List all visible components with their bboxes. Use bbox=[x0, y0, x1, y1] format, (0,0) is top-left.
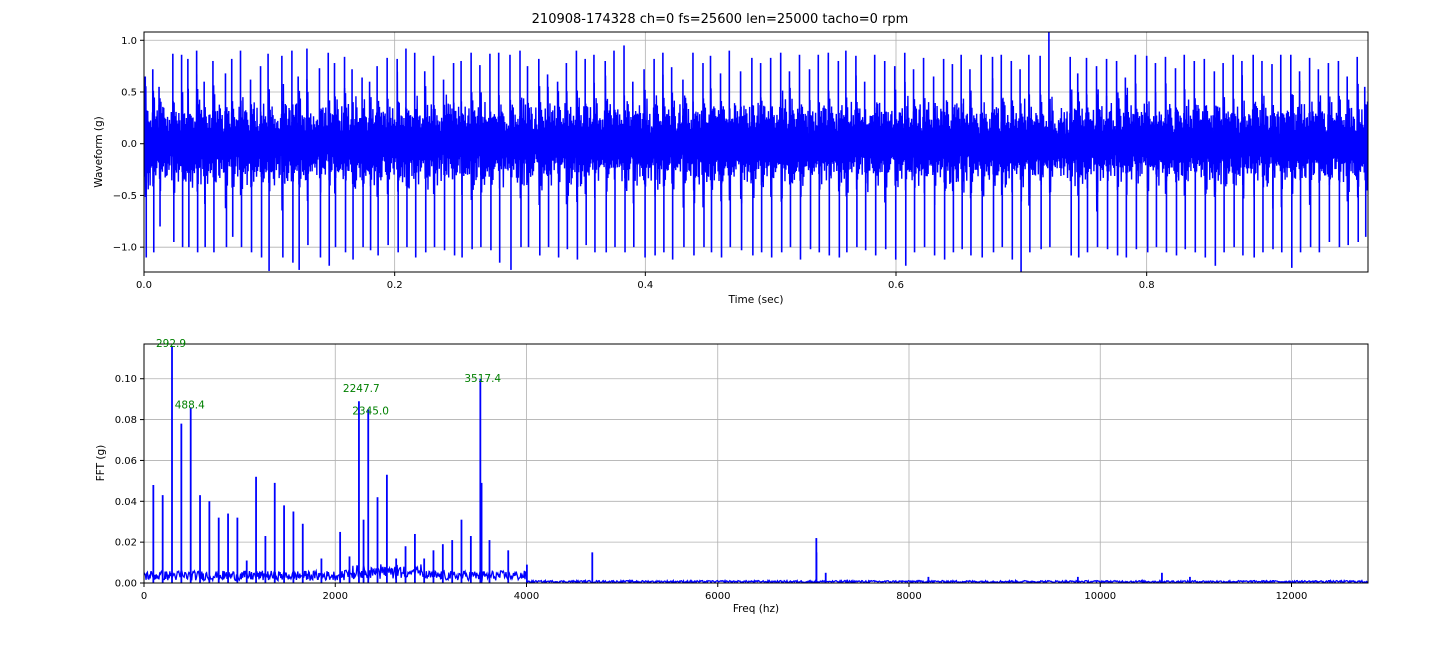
x-tick-label: 10000 bbox=[1084, 591, 1116, 602]
fft-frame bbox=[143, 343, 1369, 584]
fft-ticks: 0 2000 4000 6000 8000 10000 12000 0.00 0.02 0.04 0… bbox=[115, 374, 1308, 602]
x-tick-label: 2000 bbox=[323, 591, 348, 602]
fft-annotations: 292.9 488.4 2247.7 2345.0 3517.4 bbox=[156, 338, 501, 417]
y-tick-label: 0.00 bbox=[115, 579, 137, 590]
x-tick-label: 0.6 bbox=[888, 280, 904, 291]
waveform-line bbox=[144, 71, 1368, 212]
x-tick-label: 4000 bbox=[514, 591, 539, 602]
y-tick-label: 1.0 bbox=[121, 36, 137, 47]
y-tick-label: 0.06 bbox=[115, 456, 137, 467]
x-tick-label: 12000 bbox=[1276, 591, 1308, 602]
waveform-axes: 0.0 0.2 0.4 0.6 0.8 1.0 0.5 0.0 −0.5 −1.0 Time (s… bbox=[93, 31, 1369, 306]
fft-peak-annotation: 488.4 bbox=[175, 399, 205, 411]
fft-peak-annotation: 2345.0 bbox=[352, 405, 389, 417]
x-tick-label: 0.8 bbox=[1139, 280, 1155, 291]
x-tick-label: 8000 bbox=[896, 591, 921, 602]
fft-peak-annotation: 3517.4 bbox=[464, 373, 501, 385]
figure-title: 210908-174328 ch=0 fs=25600 len=25000 ta… bbox=[532, 12, 909, 27]
x-tick-label: 0.0 bbox=[136, 280, 152, 291]
waveform-xlabel: Time (sec) bbox=[728, 294, 784, 306]
y-tick-label: 0.04 bbox=[115, 497, 137, 508]
fft-noise-line bbox=[144, 564, 1368, 583]
waveform-ticks: 0.0 0.2 0.4 0.6 0.8 1.0 0.5 0.0 −0.5 −1.0 bbox=[113, 36, 1155, 291]
fft-peak-annotation: 2247.7 bbox=[343, 383, 380, 395]
fft-series bbox=[144, 346, 1368, 583]
fft-peak-annotation: 292.9 bbox=[156, 338, 186, 350]
waveform-ylabel: Waveform (g) bbox=[93, 116, 105, 188]
y-tick-label: 0.10 bbox=[115, 374, 137, 385]
x-tick-label: 0.4 bbox=[637, 280, 653, 291]
fft-xlabel: Freq (hz) bbox=[733, 603, 779, 615]
y-tick-label: 0.08 bbox=[115, 415, 137, 426]
y-tick-label: 0.5 bbox=[121, 88, 137, 99]
x-tick-label: 6000 bbox=[705, 591, 730, 602]
x-tick-label: 0 bbox=[141, 591, 147, 602]
y-tick-label: 0.02 bbox=[115, 538, 137, 549]
y-tick-label: −0.5 bbox=[113, 191, 137, 202]
waveform-series bbox=[144, 32, 1368, 272]
fft-axes: 0 2000 4000 6000 8000 10000 12000 0.00 0.02 0.04 0… bbox=[95, 338, 1369, 615]
y-tick-label: 0.0 bbox=[121, 139, 137, 150]
x-tick-label: 0.2 bbox=[387, 280, 403, 291]
waveform-frame bbox=[143, 31, 1369, 273]
y-tick-label: −1.0 bbox=[113, 243, 137, 254]
fft-ylabel: FFT (g) bbox=[95, 445, 107, 482]
